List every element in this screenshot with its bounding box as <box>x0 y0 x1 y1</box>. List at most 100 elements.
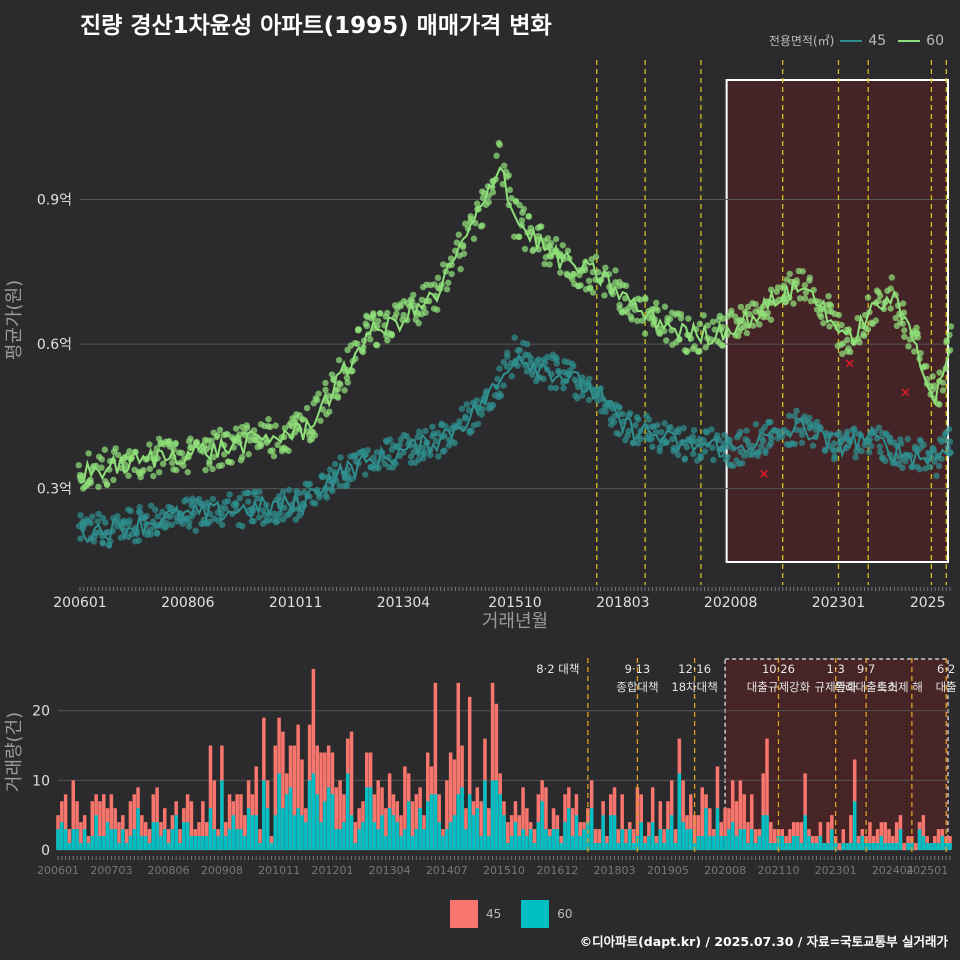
bar-45 <box>681 780 685 850</box>
scatter-point-60 <box>221 451 228 458</box>
bar-60 <box>788 843 792 850</box>
scatter-point-60 <box>473 200 481 207</box>
scatter-point-60 <box>236 431 243 438</box>
scatter-point-60 <box>201 436 209 444</box>
scatter-point-60 <box>175 449 183 456</box>
bar-45 <box>490 682 495 850</box>
scatter-point-60 <box>875 289 882 296</box>
scatter-point-45 <box>560 384 567 392</box>
scatter-point-45 <box>552 384 560 392</box>
bar-60 <box>277 773 281 850</box>
scatter-point-60 <box>589 289 597 296</box>
bar-45 <box>544 787 548 850</box>
scatter-point-60 <box>677 310 685 318</box>
bar-45 <box>883 822 887 850</box>
scatter-point-45 <box>602 408 609 415</box>
bar-45 <box>517 815 521 850</box>
scatter-point-60 <box>581 266 589 274</box>
bar-60 <box>273 815 278 850</box>
bar-60 <box>121 829 125 850</box>
bar-60 <box>593 843 598 850</box>
bar-45 <box>349 731 354 850</box>
scatter-point-45 <box>670 447 677 455</box>
scatter-point-60 <box>796 295 804 302</box>
scatter-point-45 <box>652 428 660 436</box>
bar-45 <box>235 794 239 850</box>
scatter-point-60 <box>756 321 763 328</box>
scatter-point-45 <box>739 459 746 467</box>
scatter-point-60 <box>169 459 176 467</box>
bar-60 <box>170 829 175 850</box>
scatter-point-45 <box>789 440 796 447</box>
scatter-point-45 <box>503 363 511 370</box>
bar-60 <box>506 843 510 850</box>
scatter-point-60 <box>888 274 896 281</box>
bar-60 <box>864 843 868 850</box>
bar-60 <box>334 829 339 850</box>
scatter-point-60 <box>326 408 333 415</box>
highlight-box <box>725 79 950 563</box>
scatter-point-45 <box>516 346 523 354</box>
scatter-point-60 <box>75 462 82 469</box>
scatter-point-45 <box>690 427 698 434</box>
scatter-point-60 <box>911 348 918 355</box>
bar-45 <box>700 787 704 850</box>
bar-60 <box>212 829 217 850</box>
scatter-point-45 <box>120 517 128 525</box>
scatter-point-45 <box>348 475 355 483</box>
scatter-point-60 <box>166 438 173 445</box>
bar-60 <box>143 836 148 850</box>
scatter-point-60 <box>936 369 943 376</box>
scatter-point-45 <box>90 538 98 545</box>
scatter-point-45 <box>681 455 689 462</box>
bar-45 <box>372 794 377 850</box>
scatter-point-45 <box>574 395 581 402</box>
scatter-point-60 <box>901 333 908 340</box>
bar-x-tick-label: 201905 <box>647 864 689 877</box>
bar-60 <box>441 836 445 850</box>
scatter-point-45 <box>466 429 474 437</box>
policy-annotation: 대출 <box>936 680 957 694</box>
scatter-point-60 <box>663 337 670 344</box>
bar-60 <box>769 843 773 850</box>
bar-60 <box>807 836 811 850</box>
scatter-point-60 <box>155 468 163 476</box>
scatter-point-60 <box>835 311 843 319</box>
scatter-point-45 <box>256 488 263 495</box>
scatter-point-45 <box>701 448 709 455</box>
scatter-point-60 <box>626 304 633 311</box>
bar-60 <box>208 808 213 850</box>
bar-60 <box>765 815 769 850</box>
scatter-point-45 <box>319 473 327 481</box>
bar-45 <box>723 808 727 850</box>
scatter-point-45 <box>226 491 233 498</box>
scatter-point-45 <box>147 531 154 538</box>
bar-45 <box>90 801 95 850</box>
bar-45 <box>624 829 628 850</box>
legend-swatch-60 <box>521 900 550 928</box>
bar-60 <box>391 815 396 850</box>
policy-annotation: 9·7 <box>857 662 875 676</box>
scatter-point-60 <box>525 213 532 220</box>
scatter-point-60 <box>462 220 469 227</box>
scatter-point-60 <box>422 309 429 316</box>
scatter-point-45 <box>462 415 469 422</box>
bar-60 <box>326 787 331 850</box>
bar-60 <box>921 836 926 850</box>
scatter-point-60 <box>735 332 742 340</box>
bar-60 <box>872 843 876 850</box>
bar-60 <box>856 843 861 850</box>
policy-annotation: 토허제 해 <box>877 680 923 694</box>
scatter-point-45 <box>465 407 473 414</box>
scatter-point-60 <box>384 309 391 317</box>
x-axis-title: 거래년월 <box>482 611 548 632</box>
scatter-point-45 <box>767 418 774 426</box>
scatter-point-45 <box>749 449 757 456</box>
x-tick-label: 201304 <box>377 595 431 611</box>
bar-60 <box>521 829 525 850</box>
bar-45 <box>673 829 678 850</box>
scatter-point-45 <box>798 431 806 439</box>
bar-45 <box>887 829 891 850</box>
bar-60 <box>79 843 83 850</box>
scatter-point-45 <box>785 412 793 420</box>
